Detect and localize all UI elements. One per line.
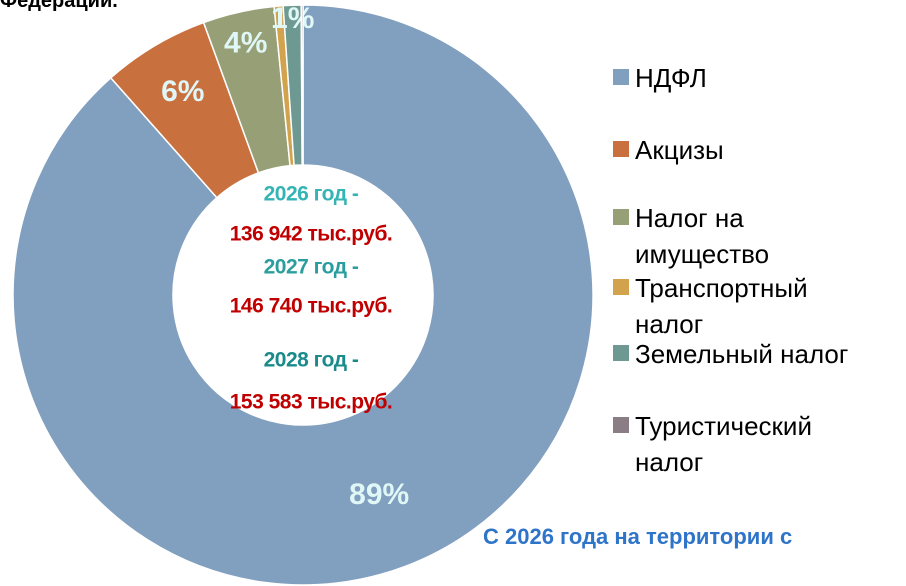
slice (12, 4, 594, 586)
value-label: 1% (271, 2, 314, 35)
legend-label: Акцизы (635, 135, 724, 165)
legend-label: Земельный налог (635, 339, 849, 369)
legend-label: Туристический налог (635, 411, 812, 477)
legend-item: Акцизы (613, 132, 870, 168)
value-label: 4% (224, 26, 267, 59)
value-label: 89% (349, 478, 409, 511)
legend-swatch (613, 417, 629, 433)
annotation: С 2026 года на территории с (483, 524, 793, 549)
center-year: 2027 год - (264, 256, 359, 279)
legend-item: Транспортный налог (613, 270, 870, 342)
chart-title: Федерации. (0, 0, 118, 12)
slice (300, 4, 304, 166)
center-amount: 146 740 тыс.руб. (230, 295, 393, 318)
legend-label: НДФЛ (635, 63, 707, 93)
legend-swatch (613, 69, 629, 85)
legend-swatch (613, 141, 629, 157)
legend-item: Туристический налог (613, 408, 870, 480)
legend-label: Транспортный налог (635, 273, 808, 339)
value-label: 6% (161, 75, 204, 108)
legend-swatch (613, 345, 629, 361)
legend-item: Налог на имущество (613, 200, 870, 272)
center-amount: 153 583 тыс.руб. (230, 391, 393, 414)
center-year: 2026 год - (264, 183, 359, 206)
legend-item: НДФЛ (613, 60, 870, 96)
legend-swatch (613, 279, 629, 295)
legend-swatch (613, 209, 629, 225)
center-year: 2028 год - (264, 349, 359, 372)
center-amount: 136 942 тыс.руб. (230, 223, 393, 246)
legend-label: Налог на имущество (635, 203, 770, 269)
legend-item: Земельный налог (613, 336, 870, 372)
